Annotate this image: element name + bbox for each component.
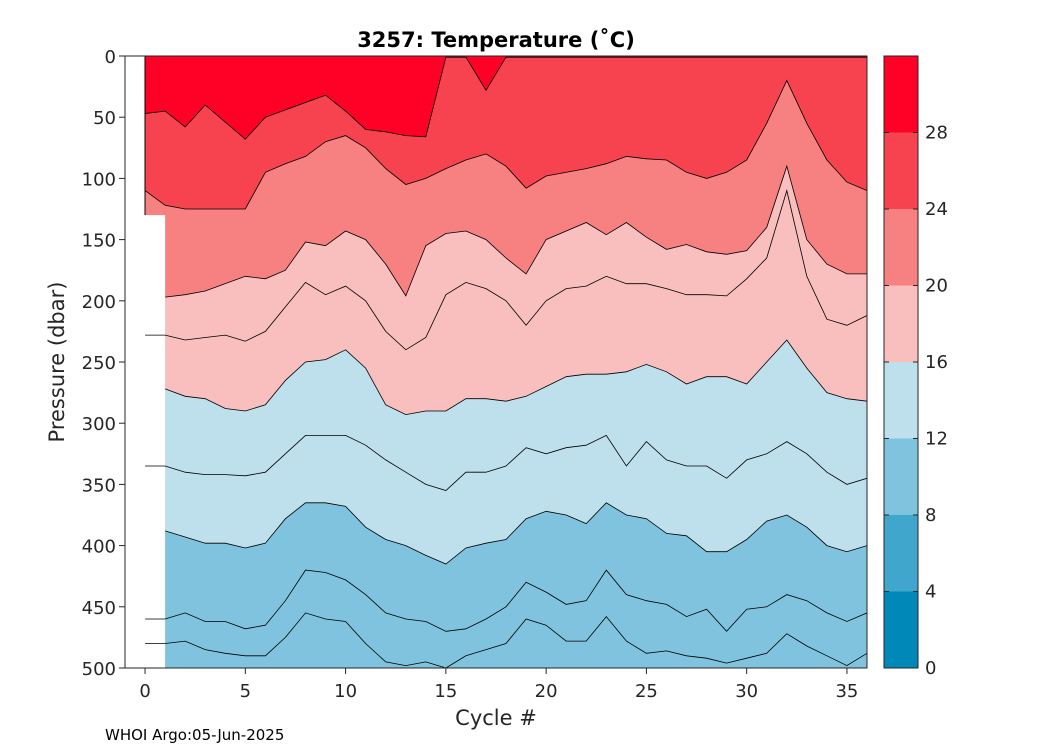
no-data-region <box>143 215 166 668</box>
plot-frame <box>124 55 868 669</box>
contour-band-28 <box>144 56 867 140</box>
y-tick-label: 450 <box>82 598 116 619</box>
footer-text: WHOI Argo:05-Jun-2025 <box>105 726 284 744</box>
contour-lines <box>145 189 867 668</box>
chart-title: 3257: Temperature (˚C) <box>357 28 635 52</box>
colorbar-tick-label: 20 <box>925 276 948 297</box>
y-axis-label: Pressure (dbar) <box>45 282 69 443</box>
colorbar-bands <box>884 56 918 668</box>
x-axis-ticks: 0 5 10 15 20 25 30 35 <box>139 668 858 702</box>
x-tick-label: 35 <box>835 681 858 702</box>
colorbar-tick-label: 0 <box>925 658 936 679</box>
colorbar-tick-label: 16 <box>925 352 948 373</box>
x-axis-label: Cycle # <box>455 706 537 730</box>
colorbar-ticks: 0 4 8 12 16 20 24 28 <box>884 123 948 679</box>
contour-line-18 <box>145 189 867 351</box>
y-tick-label: 250 <box>82 353 116 374</box>
colorbar-tick-label: 28 <box>925 123 948 144</box>
x-tick-label: 15 <box>434 681 457 702</box>
y-tick-label: 50 <box>93 108 116 129</box>
y-tick-label: 0 <box>105 47 116 68</box>
contour-line-10 <box>145 569 867 632</box>
x-tick-label: 25 <box>635 681 658 702</box>
y-tick-label: 100 <box>82 169 116 190</box>
colorbar: 0 4 8 12 16 20 24 28 <box>883 55 948 679</box>
colorbar-tick-label: 24 <box>925 199 948 220</box>
colorbar-tick-label: 8 <box>925 505 936 526</box>
y-tick-label: 300 <box>82 414 116 435</box>
contour-line-14 <box>145 434 867 491</box>
x-tick-label: 5 <box>240 681 251 702</box>
plot-area: 0 5 10 15 20 25 30 35 0 50 100 150 200 250 300 350 400 4… <box>82 47 868 702</box>
colorbar-swatch <box>884 209 918 286</box>
y-tick-label: 200 <box>82 292 116 313</box>
colorbar-swatch <box>884 56 918 133</box>
colorbar-swatch <box>884 591 918 668</box>
colorbar-swatch <box>884 362 918 439</box>
y-tick-label: 150 <box>82 231 116 252</box>
x-tick-label: 10 <box>334 681 357 702</box>
colorbar-swatch <box>884 515 918 592</box>
colorbar-tick-label: 4 <box>925 582 936 603</box>
colorbar-swatch <box>884 438 918 515</box>
x-tick-label: 0 <box>139 681 150 702</box>
y-tick-label: 350 <box>82 475 116 496</box>
x-tick-label: 30 <box>735 681 758 702</box>
colorbar-swatch <box>884 132 918 209</box>
y-axis-ticks: 0 50 100 150 200 250 300 350 400 450 500 <box>82 47 125 680</box>
y-tick-label: 500 <box>82 659 116 680</box>
colorbar-tick-label: 12 <box>925 429 948 450</box>
x-tick-label: 20 <box>535 681 558 702</box>
colorbar-swatch <box>884 285 918 362</box>
y-tick-label: 400 <box>82 537 116 558</box>
contour-bands <box>143 56 867 668</box>
contour-line-9 <box>145 612 867 668</box>
